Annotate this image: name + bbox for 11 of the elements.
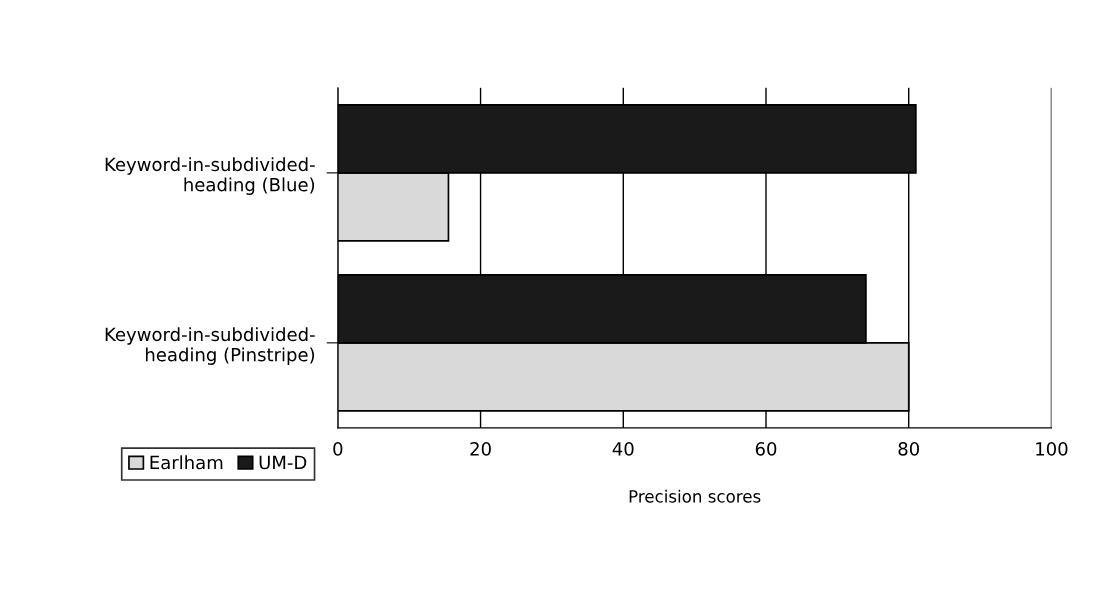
y-tick-label: Keyword-in-subdivided- heading (Pinstripe) xyxy=(105,327,315,365)
x-tick-label: 100 xyxy=(1036,442,1068,456)
y-tick-label: Keyword-in-subdivided- heading (Blue) xyxy=(105,157,315,195)
legend-label: Earlham xyxy=(150,455,223,470)
legend-label: UM-D xyxy=(259,455,307,470)
x-tick-label: 0 xyxy=(333,442,343,456)
x-tick-label: 80 xyxy=(898,442,920,456)
x-tick-label: 40 xyxy=(612,442,634,456)
x-axis-title: Precision scores xyxy=(629,489,761,503)
x-tick-label: 60 xyxy=(755,442,777,456)
x-tick-label: 20 xyxy=(470,442,491,456)
